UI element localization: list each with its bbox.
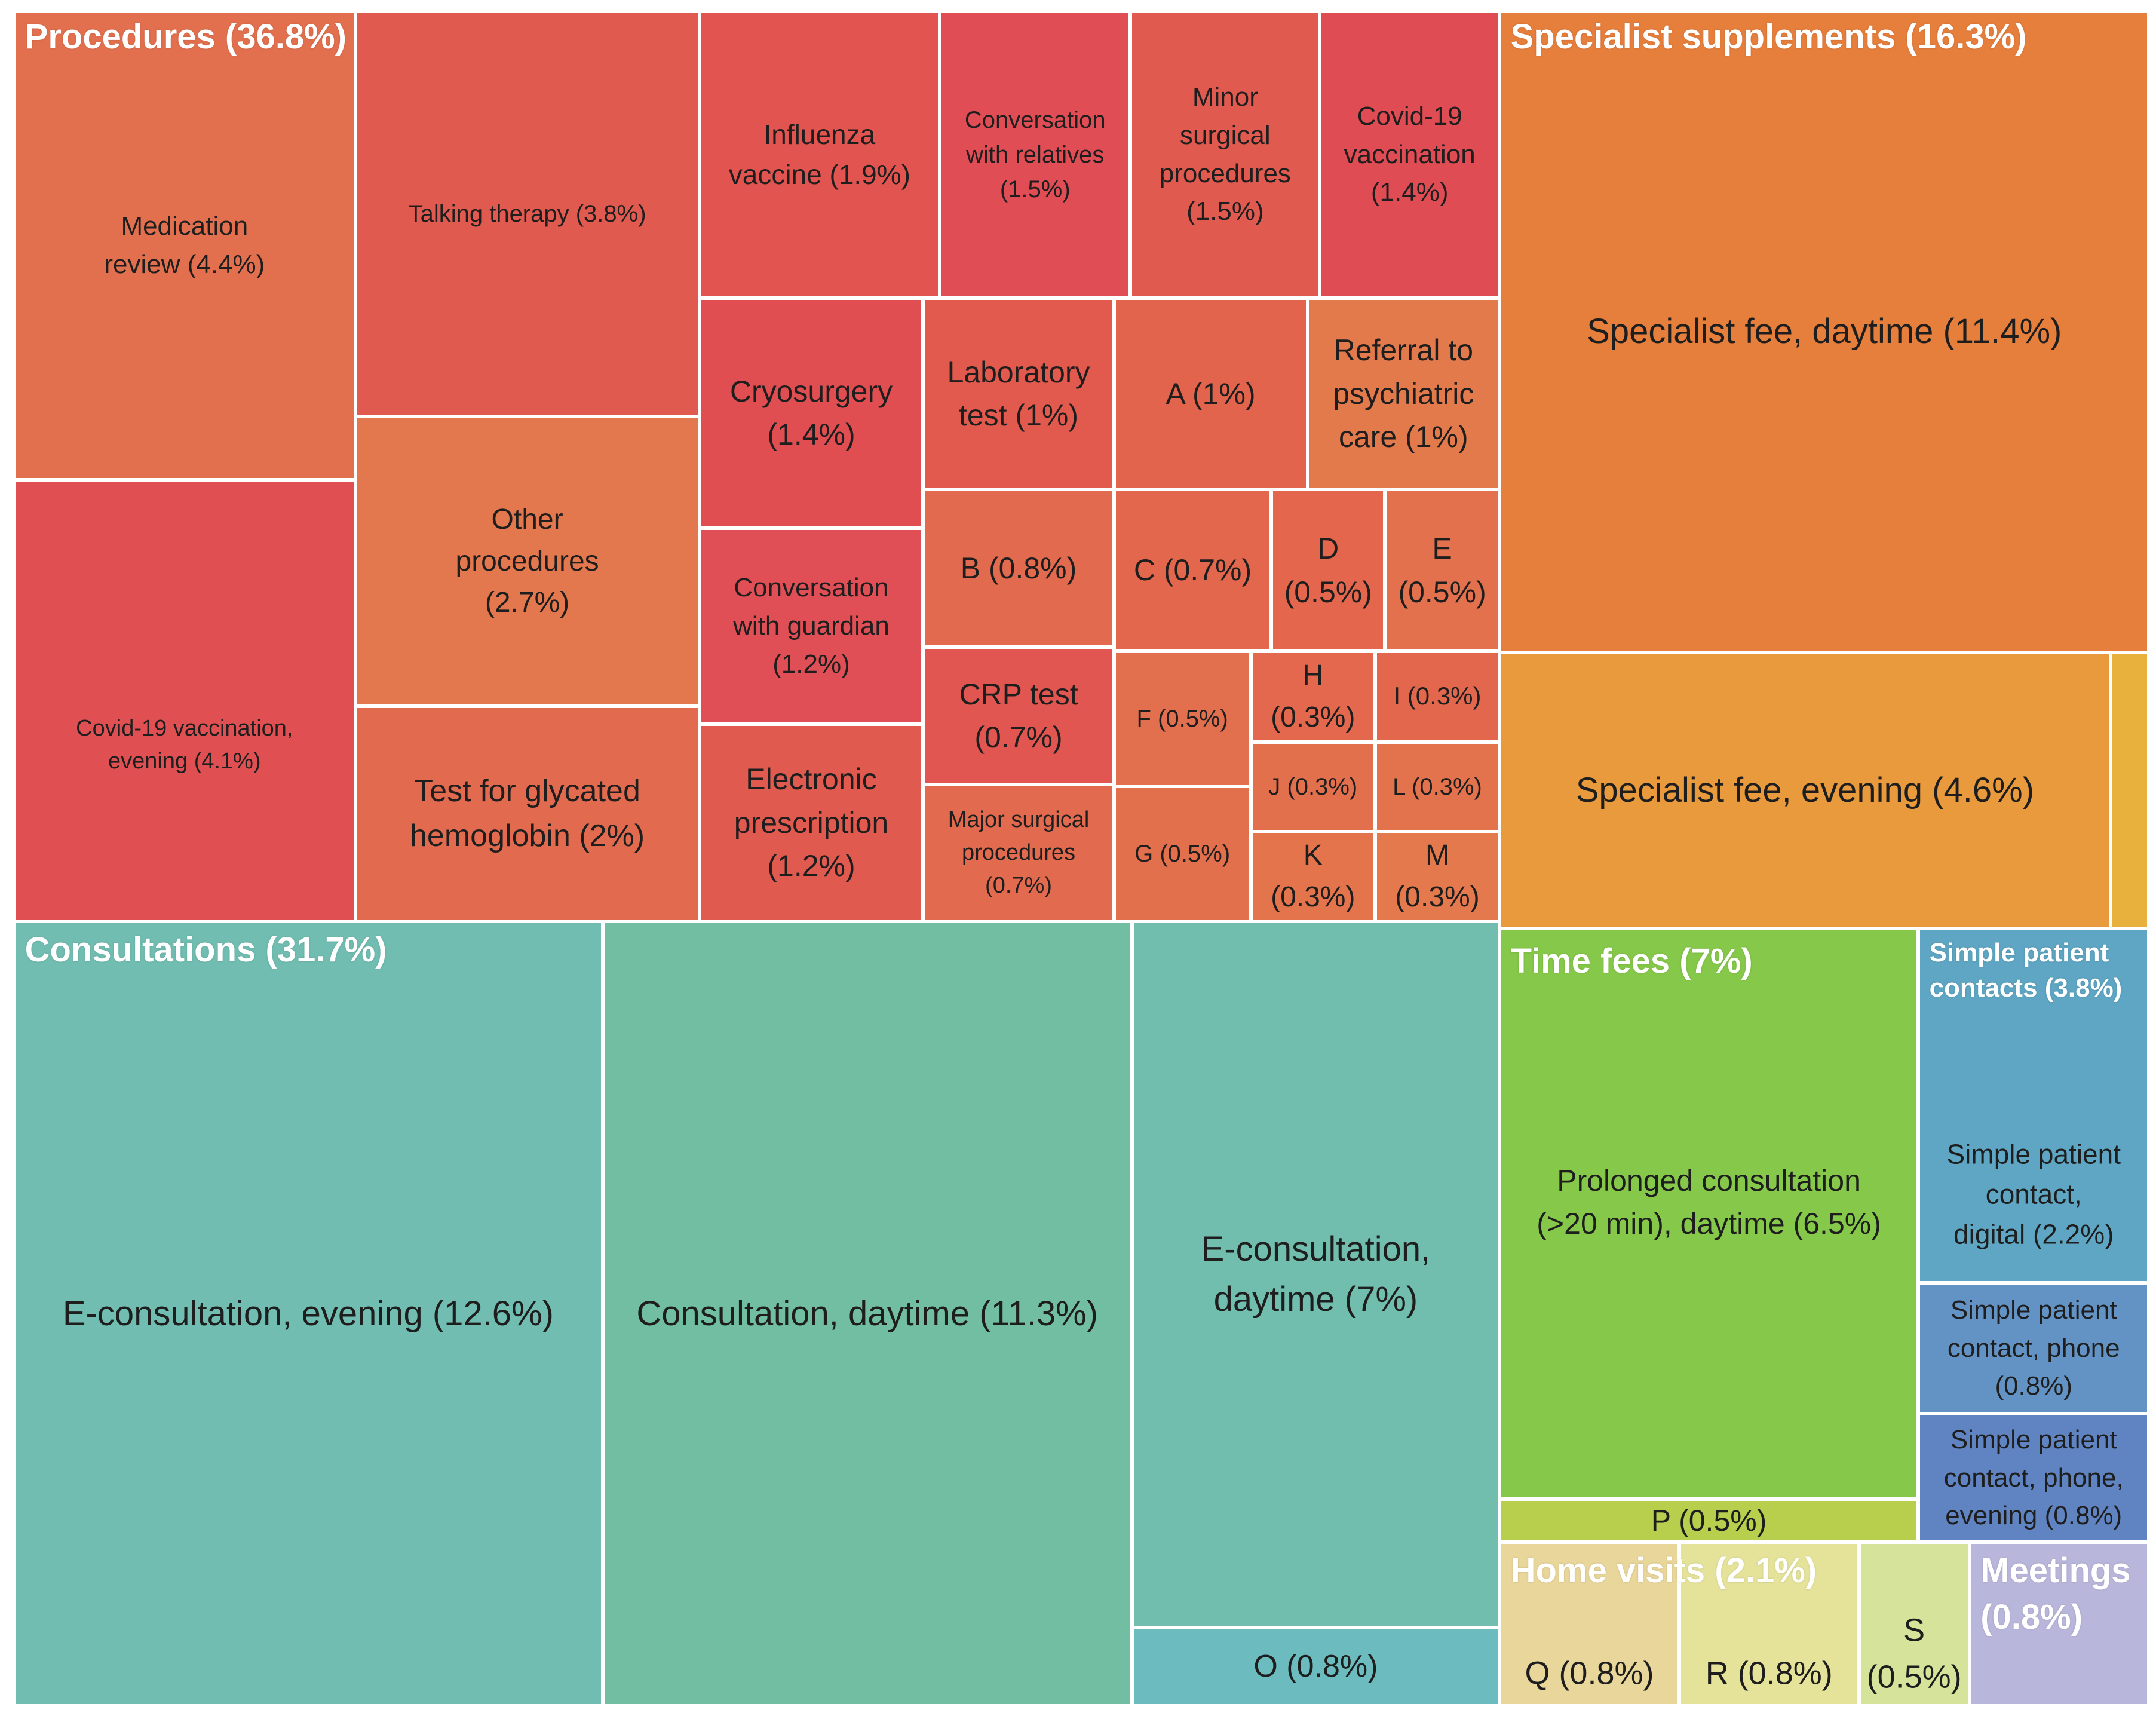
treemap-tile-label: D (0.5%) <box>1284 532 1372 609</box>
treemap-tile-label: E-consultation, daytime (7%) <box>1201 1229 1431 1319</box>
treemap-tile-label: Simple patient contact, phone, evening (… <box>1943 1424 2124 1531</box>
treemap-tile-label: Consultation, daytime (11.3%) <box>636 1294 1098 1333</box>
treemap-tile-label: Talking therapy (3.8%) <box>408 200 646 227</box>
treemap-tile-q: Q (0.8%) <box>1499 1542 1679 1706</box>
treemap-tile-label: S (0.5%) <box>1866 1612 1962 1695</box>
treemap-tile-l: L (0.3%) <box>1375 741 1500 832</box>
treemap-tile-meetings <box>1969 1542 2149 1706</box>
treemap-tile-s: S (0.5%) <box>1858 1542 1970 1706</box>
treemap-tile-cryosurgery: Cryosurgery (1.4%) <box>699 298 924 529</box>
treemap-tile-label: Covid-19 vaccination (1.4%) <box>1344 101 1476 207</box>
treemap-tile-talking-therapy: Talking therapy (3.8%) <box>355 11 700 417</box>
treemap-tile-label: Specialist fee, evening (4.6%) <box>1575 770 2035 810</box>
treemap-tile-e-consultation-evening: E-consultation, evening (12.6%) <box>14 921 603 1706</box>
treemap-tile-laboratory-test: Laboratory test (1%) <box>923 298 1114 490</box>
treemap-tile-major-surgical-procedures: Major surgical procedures (0.7%) <box>923 785 1114 921</box>
treemap-tile-simple-patient-contact-phone-evening: Simple patient contact, phone, evening (… <box>1918 1414 2149 1542</box>
treemap-tile-prolonged-consultation-20-min-daytime: Prolonged consultation (>20 min), daytim… <box>1499 928 1919 1500</box>
treemap-tile-label: Electronic prescription (1.2%) <box>734 762 889 883</box>
treemap-tile-label: E (0.5%) <box>1398 532 1486 609</box>
treemap-tile-label: G (0.5%) <box>1134 840 1231 867</box>
treemap-tile-electronic-prescription: Electronic prescription (1.2%) <box>699 724 924 921</box>
treemap-tile-b: B (0.8%) <box>923 489 1114 647</box>
treemap-tile-m: M (0.3%) <box>1375 831 1500 921</box>
treemap-tile-label: O (0.8%) <box>1253 1648 1378 1684</box>
treemap-tile-crp-test: CRP test (0.7%) <box>923 646 1114 785</box>
treemap-tile-e: E (0.5%) <box>1385 489 1500 651</box>
treemap-tile-minor-surgical-procedures: Minor surgical procedures (1.5%) <box>1130 11 1320 298</box>
treemap-tile-h: H (0.3%) <box>1250 651 1375 742</box>
treemap-tile-label: Simple patient contact, digital (2.2%) <box>1946 1138 2121 1249</box>
treemap-tile-covid-19-vaccination-evening: Covid-19 vaccination, evening (4.1%) <box>14 480 355 921</box>
treemap-tile-label: Major surgical procedures (0.7%) <box>947 807 1090 899</box>
treemap-tile-label: R (0.8%) <box>1705 1655 1833 1691</box>
treemap-tile-p: P (0.5%) <box>1499 1499 1919 1542</box>
treemap-tile-specialist-fee-evening: Specialist fee, evening (4.6%) <box>1499 652 2111 928</box>
treemap-tile-influenza-vaccine: Influenza vaccine (1.9%) <box>699 11 940 298</box>
treemap-tile-r: R (0.8%) <box>1679 1542 1859 1706</box>
treemap-tile-d: D (0.5%) <box>1271 489 1385 651</box>
treemap-tile-label: Conversation with relatives (1.5%) <box>964 106 1106 203</box>
treemap-tile-label: Test for glycated hemoglobin (2%) <box>410 773 645 853</box>
treemap-tile-label: Minor surgical procedures (1.5%) <box>1159 82 1291 226</box>
treemap-tile-label: Medication review (4.4%) <box>104 212 265 279</box>
treemap-tile-label: H (0.3%) <box>1271 660 1355 733</box>
treemap-tile-label: Referral to psychiatric care (1%) <box>1333 333 1474 454</box>
treemap-tile-conversation-with-relatives: Conversation with relatives (1.5%) <box>940 11 1131 298</box>
treemap-tile-label: B (0.8%) <box>960 551 1077 585</box>
treemap-tile-label: Prolonged consultation (>20 min), daytim… <box>1537 1163 1881 1241</box>
treemap-tile-conversation-with-guardian: Conversation with guardian (1.2%) <box>699 528 924 724</box>
treemap-tile-label: F (0.5%) <box>1136 705 1228 732</box>
treemap-tile-label: Specialist fee, daytime (11.4%) <box>1587 312 2062 351</box>
treemap-tile-referral-to-psychiatric-care: Referral to psychiatric care (1%) <box>1307 298 1500 490</box>
treemap-tile-label: E-consultation, evening (12.6%) <box>62 1294 554 1333</box>
treemap-tile-e-consultation-daytime: E-consultation, daytime (7%) <box>1131 921 1500 1628</box>
treemap-tile-j: J (0.3%) <box>1250 741 1375 832</box>
treemap-tile-c: C (0.7%) <box>1114 489 1272 651</box>
treemap-tile-g: G (0.5%) <box>1114 786 1251 921</box>
treemap-tile-other-procedures: Other procedures (2.7%) <box>355 416 700 706</box>
treemap-tile-label: Laboratory test (1%) <box>947 355 1090 433</box>
treemap-tile-simple-patient-contact-digital: Simple patient contact, digital (2.2%) <box>1918 928 2149 1283</box>
treemap-tile-label: CRP test (0.7%) <box>959 677 1078 755</box>
treemap-tile-label: Influenza vaccine (1.9%) <box>728 118 910 190</box>
treemap-tile-o: O (0.8%) <box>1131 1627 1500 1706</box>
treemap-tile-k: K (0.3%) <box>1250 831 1375 921</box>
treemap-tile-label: J (0.3%) <box>1268 773 1358 800</box>
treemap-tile-a: A (1%) <box>1114 298 1308 490</box>
treemap-tile-f: F (0.5%) <box>1114 651 1251 786</box>
treemap-tile-label: Conversation with guardian (1.2%) <box>733 573 890 679</box>
treemap-tile-label: A (1%) <box>1166 376 1256 410</box>
treemap-tile-label: Cryosurgery (1.4%) <box>729 374 893 452</box>
treemap-tile-label: L (0.3%) <box>1393 773 1482 800</box>
treemap-tile-unlabeled <box>2110 652 2149 928</box>
treemap-tile-covid-19-vaccination: Covid-19 vaccination (1.4%) <box>1320 11 1500 298</box>
treemap-tile-label: Other procedures (2.7%) <box>455 504 599 619</box>
treemap-tile-label: C (0.7%) <box>1133 553 1252 587</box>
treemap-tile-test-for-glycated-hemoglobin: Test for glycated hemoglobin (2%) <box>355 706 700 921</box>
treemap-tile-consultation-daytime: Consultation, daytime (11.3%) <box>602 921 1132 1706</box>
treemap-tile-label: K (0.3%) <box>1271 839 1355 913</box>
treemap-tile-medication-review: Medication review (4.4%) <box>14 11 355 480</box>
treemap-tile-label: Q (0.8%) <box>1525 1655 1654 1691</box>
treemap-tile-i: I (0.3%) <box>1375 651 1500 742</box>
treemap-tile-label: M (0.3%) <box>1395 839 1480 913</box>
treemap-tile-simple-patient-contact-phone: Simple patient contact, phone (0.8%) <box>1918 1282 2149 1414</box>
treemap-tile-label: Simple patient contact, phone (0.8%) <box>1947 1295 2120 1401</box>
treemap-tile-label: Covid-19 vaccination, evening (4.1%) <box>76 715 293 774</box>
treemap-tile-specialist-fee-daytime: Specialist fee, daytime (11.4%) <box>1499 11 2149 652</box>
treemap-tile-label: P (0.5%) <box>1651 1503 1767 1537</box>
treemap-tile-label: I (0.3%) <box>1393 682 1482 710</box>
